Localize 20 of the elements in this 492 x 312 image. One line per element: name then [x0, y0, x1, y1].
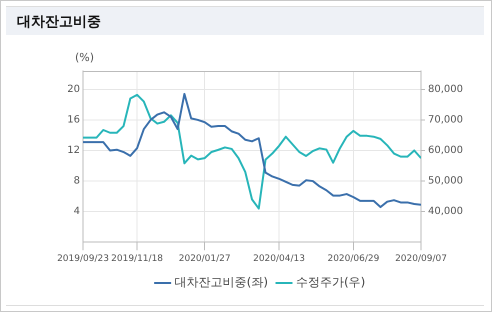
chart-title: 대차잔고비중: [17, 13, 101, 31]
y-tick-label: 8: [74, 176, 80, 187]
x-tick-label: 2020/06/29: [327, 254, 380, 264]
y2-tick-label: 80,000: [428, 84, 463, 95]
y-tick-label: 12: [67, 145, 80, 156]
y-tick-label: 16: [67, 114, 80, 126]
legend-label: 대차잔고비중(좌): [174, 275, 268, 290]
x-tick-label: 2020/09/07: [395, 254, 447, 264]
y-tick-label: 4: [74, 206, 80, 218]
y-axis-title: (%): [75, 51, 94, 64]
y-tick-label: 20: [67, 84, 80, 95]
y2-tick-label: 50,000: [428, 176, 463, 187]
x-tick-label: 2020/04/13: [253, 254, 305, 264]
y2-tick-label: 60,000: [428, 145, 463, 156]
legend-label: 수정주가(우): [296, 275, 366, 290]
y2-tick-label: 70,000: [428, 114, 463, 126]
x-tick-label: 2020/01/27: [178, 254, 231, 264]
x-tick-label: 2019/09/23: [57, 254, 109, 264]
y2-tick-label: 40,000: [428, 206, 463, 218]
x-tick-label: 2019/11/18: [111, 254, 164, 264]
